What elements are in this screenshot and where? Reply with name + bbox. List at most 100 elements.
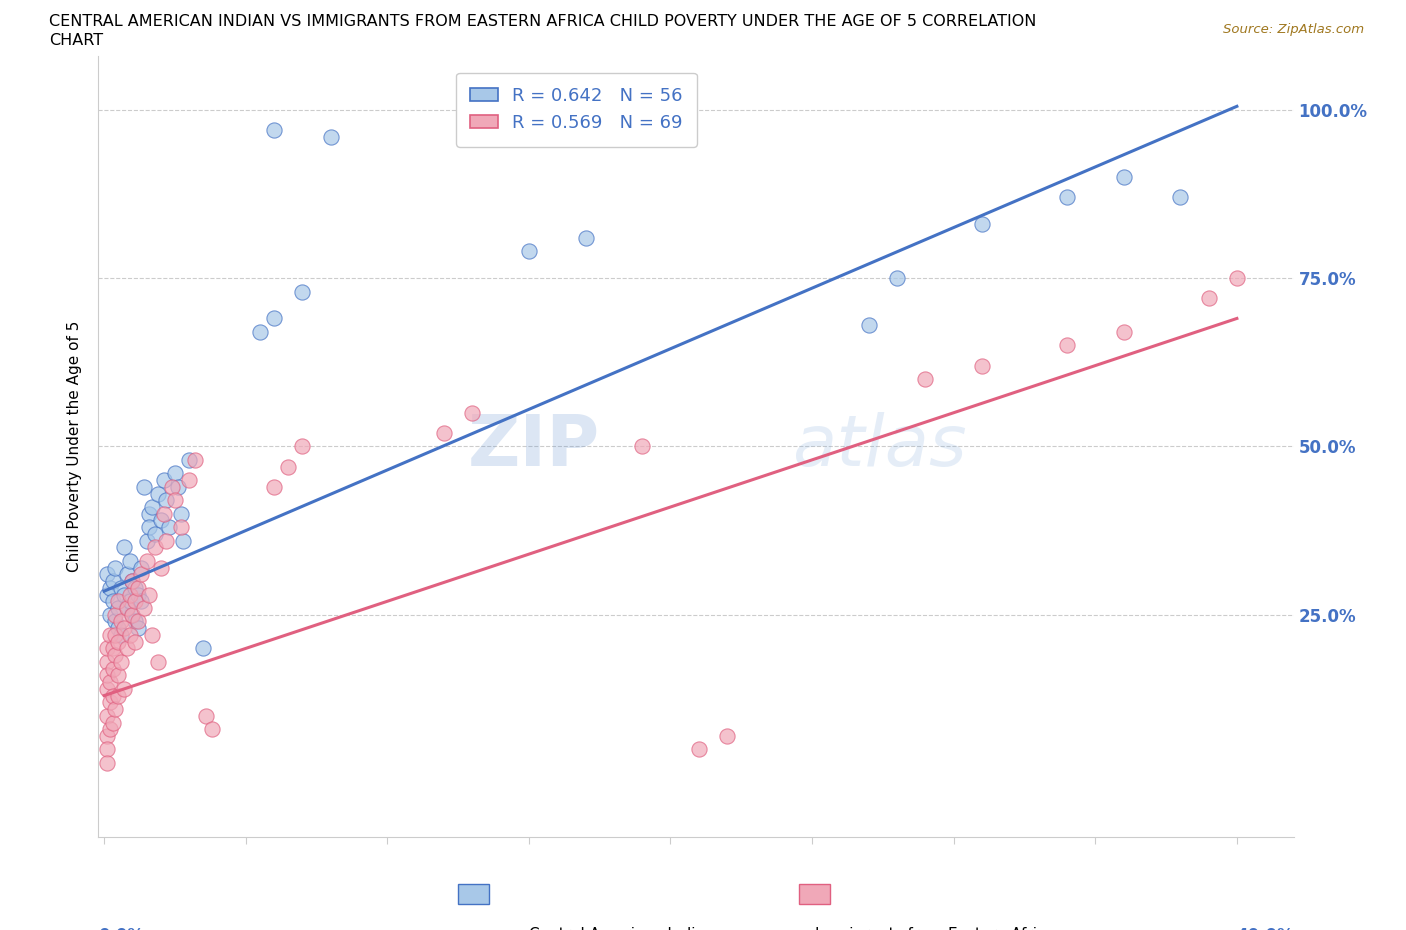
Point xyxy=(96,668,118,683)
Point xyxy=(135,533,157,548)
Point xyxy=(155,493,177,508)
Point xyxy=(193,641,215,656)
Text: Immigrants from Eastern Africa: Immigrants from Eastern Africa xyxy=(815,927,1056,930)
Point xyxy=(146,486,169,501)
Point xyxy=(98,695,121,710)
Point xyxy=(143,526,166,541)
Point xyxy=(104,701,127,716)
Point xyxy=(135,553,157,568)
Point xyxy=(263,311,285,325)
Point xyxy=(118,594,141,609)
Point xyxy=(112,540,135,555)
Point xyxy=(110,655,132,670)
Point xyxy=(138,587,160,602)
Point xyxy=(129,567,152,582)
Point xyxy=(163,466,186,481)
Point xyxy=(98,607,121,622)
Point xyxy=(152,472,174,487)
Text: CENTRAL AMERICAN INDIAN VS IMMIGRANTS FROM EASTERN AFRICA CHILD POVERTY UNDER TH: CENTRAL AMERICAN INDIAN VS IMMIGRANTS FR… xyxy=(49,14,1036,29)
Point xyxy=(141,499,163,514)
Point xyxy=(970,358,993,373)
Point xyxy=(155,533,177,548)
Point xyxy=(96,728,118,743)
Point xyxy=(183,452,205,467)
Point xyxy=(688,742,710,757)
Point xyxy=(107,594,129,609)
Point xyxy=(886,271,908,286)
Point xyxy=(112,621,135,636)
Point xyxy=(98,580,121,595)
Point xyxy=(716,728,738,743)
Point xyxy=(96,567,118,582)
Point xyxy=(104,560,127,575)
Point xyxy=(138,520,160,535)
Point xyxy=(115,601,138,616)
Point xyxy=(118,553,141,568)
Point xyxy=(157,520,180,535)
Point xyxy=(127,614,149,629)
Point xyxy=(118,587,141,602)
Point xyxy=(127,621,149,636)
Y-axis label: Child Poverty Under the Age of 5: Child Poverty Under the Age of 5 xyxy=(67,321,83,572)
Point xyxy=(461,405,484,420)
Point xyxy=(291,284,314,299)
Point xyxy=(1056,338,1078,352)
Point xyxy=(115,567,138,582)
Point xyxy=(101,594,124,609)
Point xyxy=(1198,291,1220,306)
Point xyxy=(112,682,135,697)
Point xyxy=(112,587,135,602)
Text: atlas: atlas xyxy=(792,412,966,481)
Point xyxy=(115,641,138,656)
Point xyxy=(195,709,218,724)
Point xyxy=(104,628,127,643)
Point xyxy=(127,580,149,595)
Point xyxy=(132,601,155,616)
Point xyxy=(146,655,169,670)
Point xyxy=(96,755,118,770)
Point xyxy=(291,439,314,454)
Point xyxy=(152,506,174,521)
Point xyxy=(169,520,191,535)
Point xyxy=(104,607,127,622)
Point xyxy=(319,129,342,144)
Point xyxy=(118,628,141,643)
Text: 0.0%: 0.0% xyxy=(98,927,145,930)
Point xyxy=(101,688,124,703)
Point xyxy=(121,574,143,589)
Point xyxy=(177,452,200,467)
Point xyxy=(101,574,124,589)
Point xyxy=(124,634,146,649)
Point xyxy=(201,722,224,737)
Point xyxy=(172,533,194,548)
Point xyxy=(124,580,146,595)
Point xyxy=(96,709,118,724)
Point xyxy=(104,614,127,629)
Point xyxy=(166,479,188,494)
Text: Source: ZipAtlas.com: Source: ZipAtlas.com xyxy=(1223,23,1364,36)
Text: ZIP: ZIP xyxy=(468,412,600,481)
Point xyxy=(124,614,146,629)
Point xyxy=(129,560,152,575)
Point xyxy=(263,479,285,494)
Point xyxy=(149,560,172,575)
Point xyxy=(858,318,880,333)
Point xyxy=(1168,190,1191,205)
Point xyxy=(970,217,993,232)
Point xyxy=(107,634,129,649)
Point xyxy=(160,479,183,494)
Point xyxy=(263,123,285,138)
Point xyxy=(96,655,118,670)
Point xyxy=(98,674,121,689)
Point xyxy=(96,742,118,757)
Point xyxy=(115,601,138,616)
Point xyxy=(121,607,143,622)
Point xyxy=(110,580,132,595)
Point xyxy=(96,587,118,602)
Point xyxy=(277,459,299,474)
Point xyxy=(104,647,127,662)
Point xyxy=(132,479,155,494)
Point xyxy=(177,472,200,487)
Legend: R = 0.642   N = 56, R = 0.569   N = 69: R = 0.642 N = 56, R = 0.569 N = 69 xyxy=(456,73,697,147)
Point xyxy=(98,722,121,737)
